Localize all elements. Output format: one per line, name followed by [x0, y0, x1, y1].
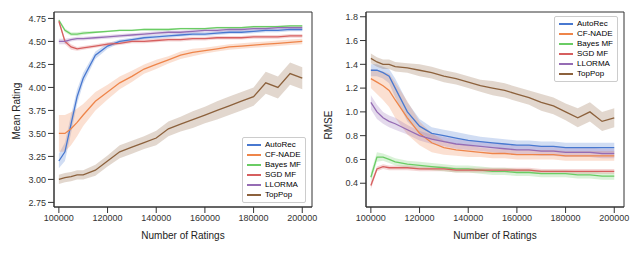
svg-text:120000: 120000 — [405, 213, 435, 223]
svg-text:Number of Ratings: Number of Ratings — [141, 230, 224, 241]
svg-text:1.0: 1.0 — [345, 107, 358, 117]
html-text:Bayes MF: Bayes MF — [577, 39, 613, 48]
svg-text:Number of Ratings: Number of Ratings — [453, 230, 536, 241]
svg-text:Mean Rating: Mean Rating — [11, 83, 22, 140]
svg-text:180000: 180000 — [239, 213, 269, 223]
svg-text:120000: 120000 — [93, 213, 123, 223]
html-text:AutoRec: AutoRec — [265, 140, 296, 149]
svg-text:1.4: 1.4 — [345, 60, 358, 70]
svg-text:3.50: 3.50 — [28, 129, 46, 139]
svg-text:100000: 100000 — [44, 213, 74, 223]
html-text:SGD MF: SGD MF — [577, 49, 609, 58]
svg-text:200000: 200000 — [599, 213, 629, 223]
svg-text:RMSE: RMSE — [323, 110, 334, 139]
html-text:TopPop: TopPop — [577, 69, 605, 78]
html-text:TopPop: TopPop — [265, 190, 293, 199]
svg-text:0.8: 0.8 — [345, 131, 358, 141]
svg-text:4.25: 4.25 — [28, 60, 46, 70]
html-text:Bayes MF: Bayes MF — [265, 160, 301, 169]
html-text:CF-NADE: CF-NADE — [577, 29, 613, 38]
svg-text:0.6: 0.6 — [345, 155, 358, 165]
svg-text:140000: 140000 — [141, 213, 171, 223]
svg-text:180000: 180000 — [551, 213, 581, 223]
svg-text:2.75: 2.75 — [28, 198, 46, 208]
svg-text:1.2: 1.2 — [345, 83, 358, 93]
html-text:LLORMA: LLORMA — [265, 180, 298, 189]
svg-text:3.00: 3.00 — [28, 175, 46, 185]
html-text:LLORMA: LLORMA — [577, 59, 610, 68]
svg-text:4.50: 4.50 — [28, 37, 46, 47]
svg-text:140000: 140000 — [453, 213, 483, 223]
svg-text:100000: 100000 — [356, 213, 386, 223]
html-text:SGD MF: SGD MF — [265, 170, 297, 179]
html-text:CF-NADE: CF-NADE — [265, 150, 301, 159]
html-text:AutoRec: AutoRec — [577, 19, 608, 28]
svg-text:160000: 160000 — [190, 213, 220, 223]
svg-text:200000: 200000 — [287, 213, 317, 223]
svg-text:3.75: 3.75 — [28, 106, 46, 116]
svg-text:4.00: 4.00 — [28, 83, 46, 93]
svg-text:0.4: 0.4 — [345, 178, 358, 188]
svg-text:1.6: 1.6 — [345, 36, 358, 46]
svg-text:4.75: 4.75 — [28, 14, 46, 24]
svg-text:3.25: 3.25 — [28, 152, 46, 162]
svg-text:160000: 160000 — [502, 213, 532, 223]
svg-text:1.8: 1.8 — [345, 12, 358, 22]
